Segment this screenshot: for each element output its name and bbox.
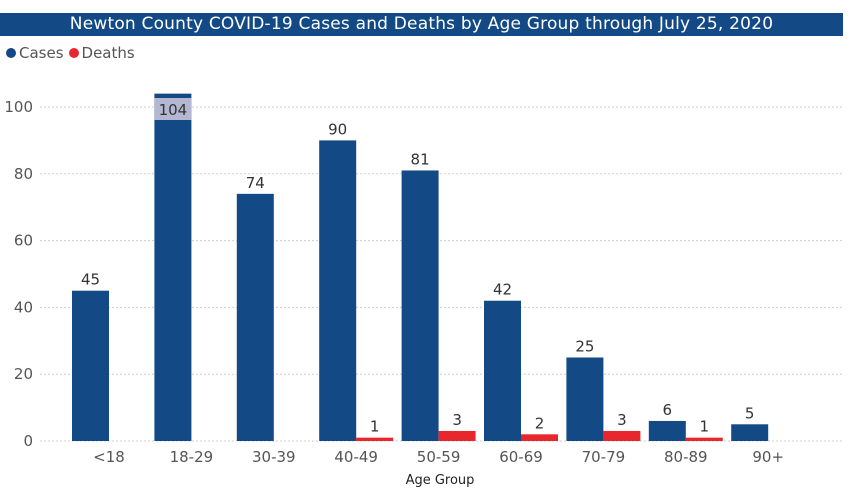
bar-cases[interactable] [731,424,769,441]
chart-title: Newton County COVID-19 Cases and Deaths … [0,13,843,36]
data-label-cases: 74 [246,174,265,192]
x-tick-label: 50-59 [417,448,461,466]
y-tick-label: 100 [4,98,33,116]
bar-deaths[interactable] [603,430,641,441]
x-tick-label: <18 [93,448,125,466]
x-tick-label: 80-89 [664,448,708,466]
x-tick-label: 40-49 [334,448,378,466]
data-label-deaths: 3 [617,411,627,429]
y-tick-label: 80 [14,165,33,183]
y-tick-label: 40 [14,298,33,316]
x-tick-label: 60-69 [499,448,543,466]
data-label-cases: 45 [81,271,100,289]
bar-cases[interactable] [566,357,604,442]
data-label-bg [154,98,192,120]
bar-cases[interactable] [648,420,686,441]
x-tick-label: 70-79 [582,448,626,466]
bar-cases[interactable] [72,290,109,441]
data-label-deaths: 3 [452,411,462,429]
legend-item-cases[interactable]: Cases [6,44,64,62]
data-label-cases: 104 [159,101,188,119]
y-tick-label: 60 [14,232,33,250]
bar-cases[interactable] [319,140,357,441]
data-label-cases: 5 [745,404,755,422]
x-tick-label: 18-29 [170,448,214,466]
bar-deaths[interactable] [438,430,476,441]
bar-deaths[interactable] [356,437,394,441]
data-label-cases: 81 [411,150,430,168]
legend-label-deaths: Deaths [81,44,135,62]
bar-cases[interactable] [401,170,439,441]
x-tick-label: 30-39 [252,448,296,466]
bar-cases[interactable] [484,300,521,441]
bar-cases[interactable] [236,193,274,441]
bar-cases[interactable] [154,93,192,441]
bar-deaths[interactable] [521,434,558,441]
data-label-cases: 6 [663,401,673,419]
y-tick-label: 0 [23,432,33,450]
data-label-cases: 42 [493,281,512,299]
legend: Cases Deaths [6,44,140,62]
legend-swatch-cases [6,48,16,58]
data-label-cases: 25 [575,338,594,356]
y-tick-label: 20 [14,365,33,383]
data-label-deaths: 1 [370,418,380,436]
legend-item-deaths[interactable]: Deaths [68,44,135,62]
data-label-deaths: 2 [535,414,545,432]
bar-deaths[interactable] [685,437,723,441]
data-label-cases: 90 [328,120,347,138]
x-tick-label: 90+ [752,448,784,466]
data-label-deaths: 1 [700,418,710,436]
legend-swatch-deaths [68,48,79,58]
x-axis-label: Age Group [406,473,475,488]
legend-label-cases: Cases [19,44,64,62]
